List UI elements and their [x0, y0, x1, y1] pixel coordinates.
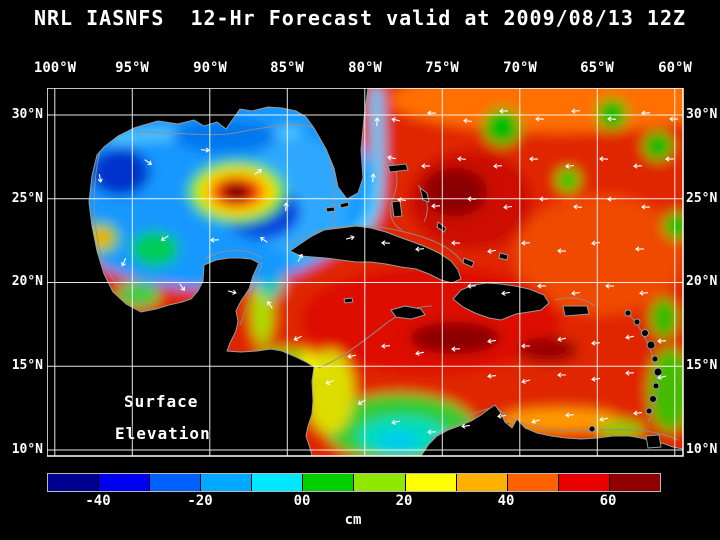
colorbar-segment [609, 474, 660, 491]
lat-tick-label: 10°N [686, 442, 718, 457]
lat-tick-label: 25°N [686, 191, 718, 206]
colorbar-tick-label: 00 [293, 493, 311, 509]
lat-tick-label: 30°N [686, 107, 718, 122]
lon-tick-label: 85°W [270, 60, 304, 76]
jamaica-landmass [390, 305, 426, 320]
bahamas-islands [387, 163, 509, 268]
colorbar-segment [252, 474, 303, 491]
colorbar-tick-label: 40 [497, 493, 515, 509]
colorbar-tick-label: -20 [187, 493, 213, 509]
colorbar-segment [201, 474, 252, 491]
page-title: NRL IASNFS 12-Hr Forecast valid at 2009/… [33, 6, 687, 30]
field-name-label-line2: Elevation [115, 424, 211, 443]
colorbar-tick-label: 20 [395, 493, 413, 509]
cuba-landmass [288, 225, 462, 284]
lon-tick-label: 75°W [425, 60, 459, 76]
colorbar-segment [99, 474, 150, 491]
colorbar-tick-label: -40 [85, 493, 111, 509]
bathymetry-contours [93, 124, 679, 441]
forecast-map [47, 88, 684, 457]
lon-tick-label: 80°W [348, 60, 382, 76]
plot-frame [47, 88, 684, 457]
lat-tick-label: 20°N [11, 274, 43, 289]
lon-tick-label: 60°W [658, 60, 692, 76]
lat-tick-label: 20°N [686, 274, 718, 289]
colorbar-unit-label: cm [344, 512, 362, 528]
trinidad-landmass [645, 434, 662, 449]
colorbar-segment [303, 474, 354, 491]
colorbar-segment [150, 474, 201, 491]
lat-tick-label: 15°N [686, 358, 718, 373]
colorbar-tick-label: 60 [599, 493, 617, 509]
lon-tick-label: 70°W [503, 60, 537, 76]
lon-tick-label: 65°W [580, 60, 614, 76]
colorbar-segment [507, 474, 558, 491]
colorbar-segments [47, 473, 661, 492]
lat-tick-label: 15°N [11, 358, 43, 373]
florida-keys-islands [325, 201, 354, 304]
colorbar-segment [48, 474, 99, 491]
field-name-label-line1: Surface [124, 392, 199, 411]
colorbar-segment [354, 474, 405, 491]
lon-tick-label: 100°W [33, 60, 77, 76]
lat-tick-label: 25°N [11, 191, 43, 206]
colorbar-segment [405, 474, 456, 491]
lon-tick-label: 95°W [115, 60, 149, 76]
puerto-rico-landmass [562, 305, 590, 317]
lat-tick-label: 10°N [11, 442, 43, 457]
colorbar-segment [558, 474, 609, 491]
lon-tick-label: 90°W [193, 60, 227, 76]
lat-tick-label: 30°N [11, 107, 43, 122]
colorbar-segment [456, 474, 507, 491]
hispaniola-landmass [452, 282, 550, 321]
graticule-grid [47, 88, 683, 456]
